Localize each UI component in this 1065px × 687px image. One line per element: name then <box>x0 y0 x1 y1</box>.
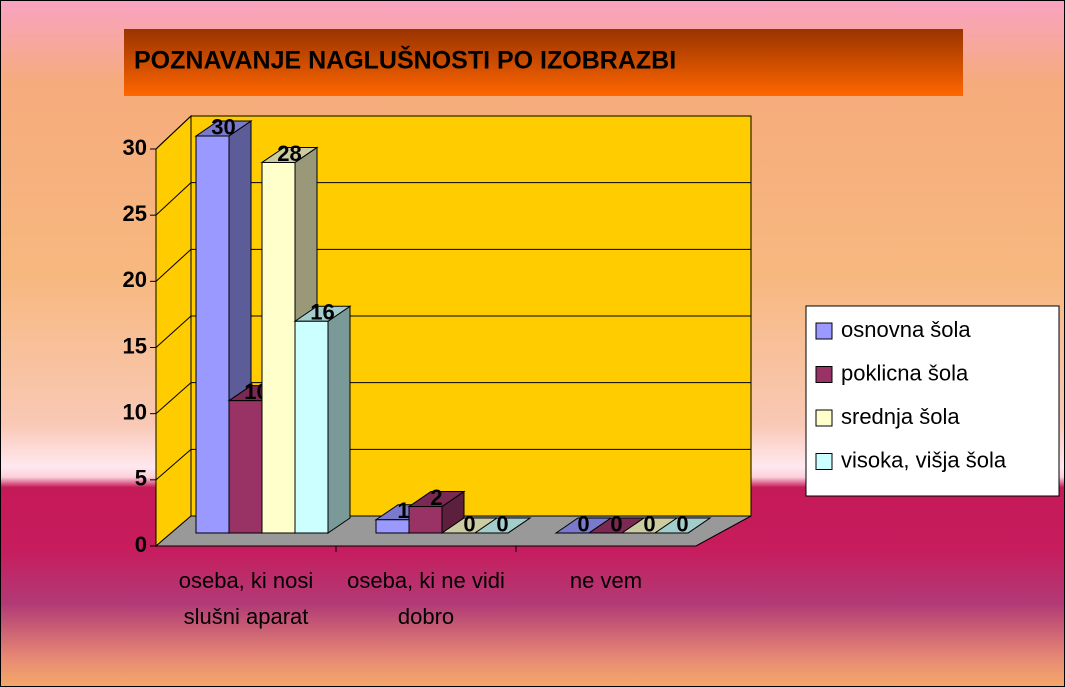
legend <box>805 305 1060 497</box>
data-label: 0 <box>676 511 688 536</box>
y-tick-label: 15 <box>123 333 147 358</box>
bar <box>194 120 253 534</box>
grid-line <box>155 182 192 216</box>
chart-title: POZNAVANJE NAGLUŠNOSTI PO IZOBRAZBI <box>134 45 676 75</box>
y-tick-label: 20 <box>123 267 147 292</box>
title-box <box>124 29 963 96</box>
bar-front <box>195 135 230 534</box>
data-label: 0 <box>643 511 655 536</box>
legend-label: srednja šola <box>841 404 960 429</box>
bar-top <box>653 517 712 534</box>
grid-line <box>155 248 192 282</box>
data-label: 0 <box>577 511 589 536</box>
bar-front <box>408 506 443 534</box>
data-label: 30 <box>211 114 235 139</box>
y-tick-label: 0 <box>135 532 147 557</box>
bar <box>653 517 712 534</box>
data-label: 1 <box>397 498 409 523</box>
legend-swatch <box>815 366 833 383</box>
bar-front <box>228 400 263 534</box>
bar <box>407 490 466 534</box>
y-tick-label: 30 <box>123 135 147 160</box>
legend-swatch <box>815 453 833 470</box>
data-label: 0 <box>610 511 622 536</box>
bar <box>293 305 352 534</box>
data-label: 0 <box>463 511 475 536</box>
legend-swatch <box>815 322 833 340</box>
data-label: 28 <box>277 141 301 166</box>
data-label: 16 <box>310 300 334 325</box>
y-tick-label: 10 <box>123 399 147 424</box>
grid-line <box>155 382 192 415</box>
legend-label: osnovna šola <box>841 317 971 342</box>
bar-front <box>294 320 329 534</box>
x-tick-label: oseba, ki ne vidi dobro <box>347 568 505 629</box>
data-label: 0 <box>496 511 508 536</box>
x-tick-label: oseba, ki nosi slušni aparat <box>178 568 314 629</box>
bar-front <box>261 161 296 534</box>
legend-label: poklicna šola <box>841 360 969 385</box>
y-tick-label: 5 <box>135 466 147 491</box>
bar-top <box>473 517 532 534</box>
grid-line <box>155 448 192 481</box>
grid-line <box>155 315 192 348</box>
legend-label: visoka, višja šola <box>841 447 1007 472</box>
bar-side <box>327 305 351 534</box>
grid-line <box>155 115 192 150</box>
bar <box>473 517 532 534</box>
y-tick-label: 25 <box>123 201 147 226</box>
side-wall <box>155 114 192 548</box>
bar <box>260 146 319 534</box>
x-tick-label: ne vem <box>569 568 643 593</box>
data-label: 2 <box>430 485 442 510</box>
legend-swatch <box>815 409 833 427</box>
